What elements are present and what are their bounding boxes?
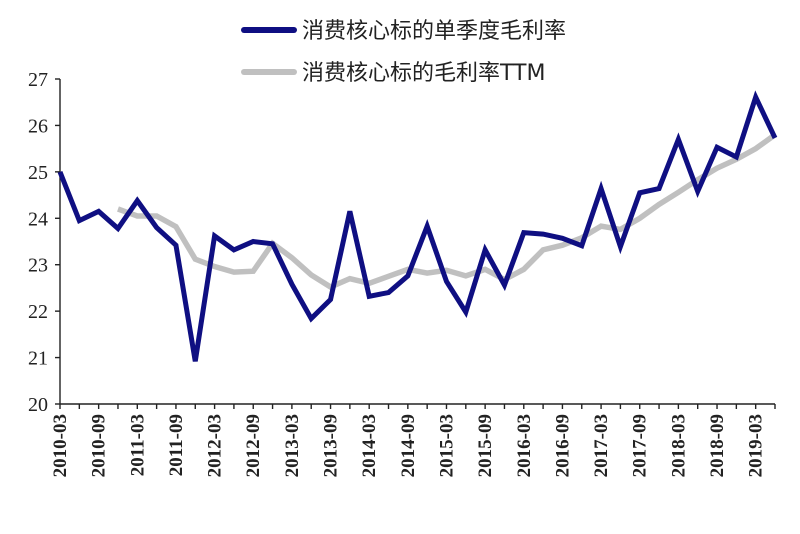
y-tick-label: 20: [28, 394, 48, 416]
x-tick-label: 2017-09: [630, 414, 651, 477]
x-tick-label: 2012-03: [205, 414, 226, 477]
x-tick-label: 2017-03: [591, 414, 612, 477]
y-tick-label: 25: [28, 162, 48, 184]
x-tick-label: 2014-03: [359, 414, 380, 477]
x-tick-label: 2015-03: [436, 414, 457, 477]
y-tick-label: 23: [28, 255, 48, 277]
y-tick-label: 21: [28, 348, 48, 370]
x-tick-label: 2010-09: [89, 414, 110, 477]
y-tick-label: 27: [28, 69, 48, 91]
x-tick-label: 2015-09: [475, 414, 496, 477]
x-tick-label: 2018-03: [668, 414, 689, 477]
y-tick-label: 26: [28, 115, 48, 137]
legend-label-quarterly: 消费核心标的单季度毛利率: [302, 19, 566, 44]
x-tick-label: 2018-09: [707, 414, 728, 477]
series-quarterly-margin: [57, 90, 778, 362]
series-line-quarterly: [57, 90, 778, 362]
x-axis: 2010-03 2010-09 2011-03 2011-09 2012-03 2012-…: [50, 403, 776, 477]
x-tick-label: 2012-09: [243, 414, 264, 477]
x-tick-label: 2013-09: [321, 414, 342, 477]
y-axis: 20 21 22 23 24 25 26 27: [28, 69, 61, 416]
x-tick-label: 2013-03: [282, 414, 303, 477]
x-tick-label: 2010-03: [50, 414, 71, 477]
x-tick-label: 2011-09: [166, 414, 187, 476]
x-tick-label: 2016-03: [514, 414, 535, 477]
x-tick-label: 2011-03: [127, 414, 148, 476]
series-layer: [57, 90, 778, 362]
y-tick-label: 24: [28, 208, 48, 230]
x-tick-label: 2016-09: [552, 414, 573, 477]
x-tick-label: 2019-03: [746, 414, 767, 477]
legend: 消费核心标的单季度毛利率 消费核心标的毛利率TTM: [241, 19, 566, 86]
series-line-ttm: [117, 132, 777, 291]
legend-label-ttm: 消费核心标的毛利率TTM: [302, 61, 545, 86]
x-tick-label: 2014-09: [398, 414, 419, 477]
y-tick-label: 22: [28, 301, 48, 323]
series-ttm-margin: [117, 132, 777, 291]
